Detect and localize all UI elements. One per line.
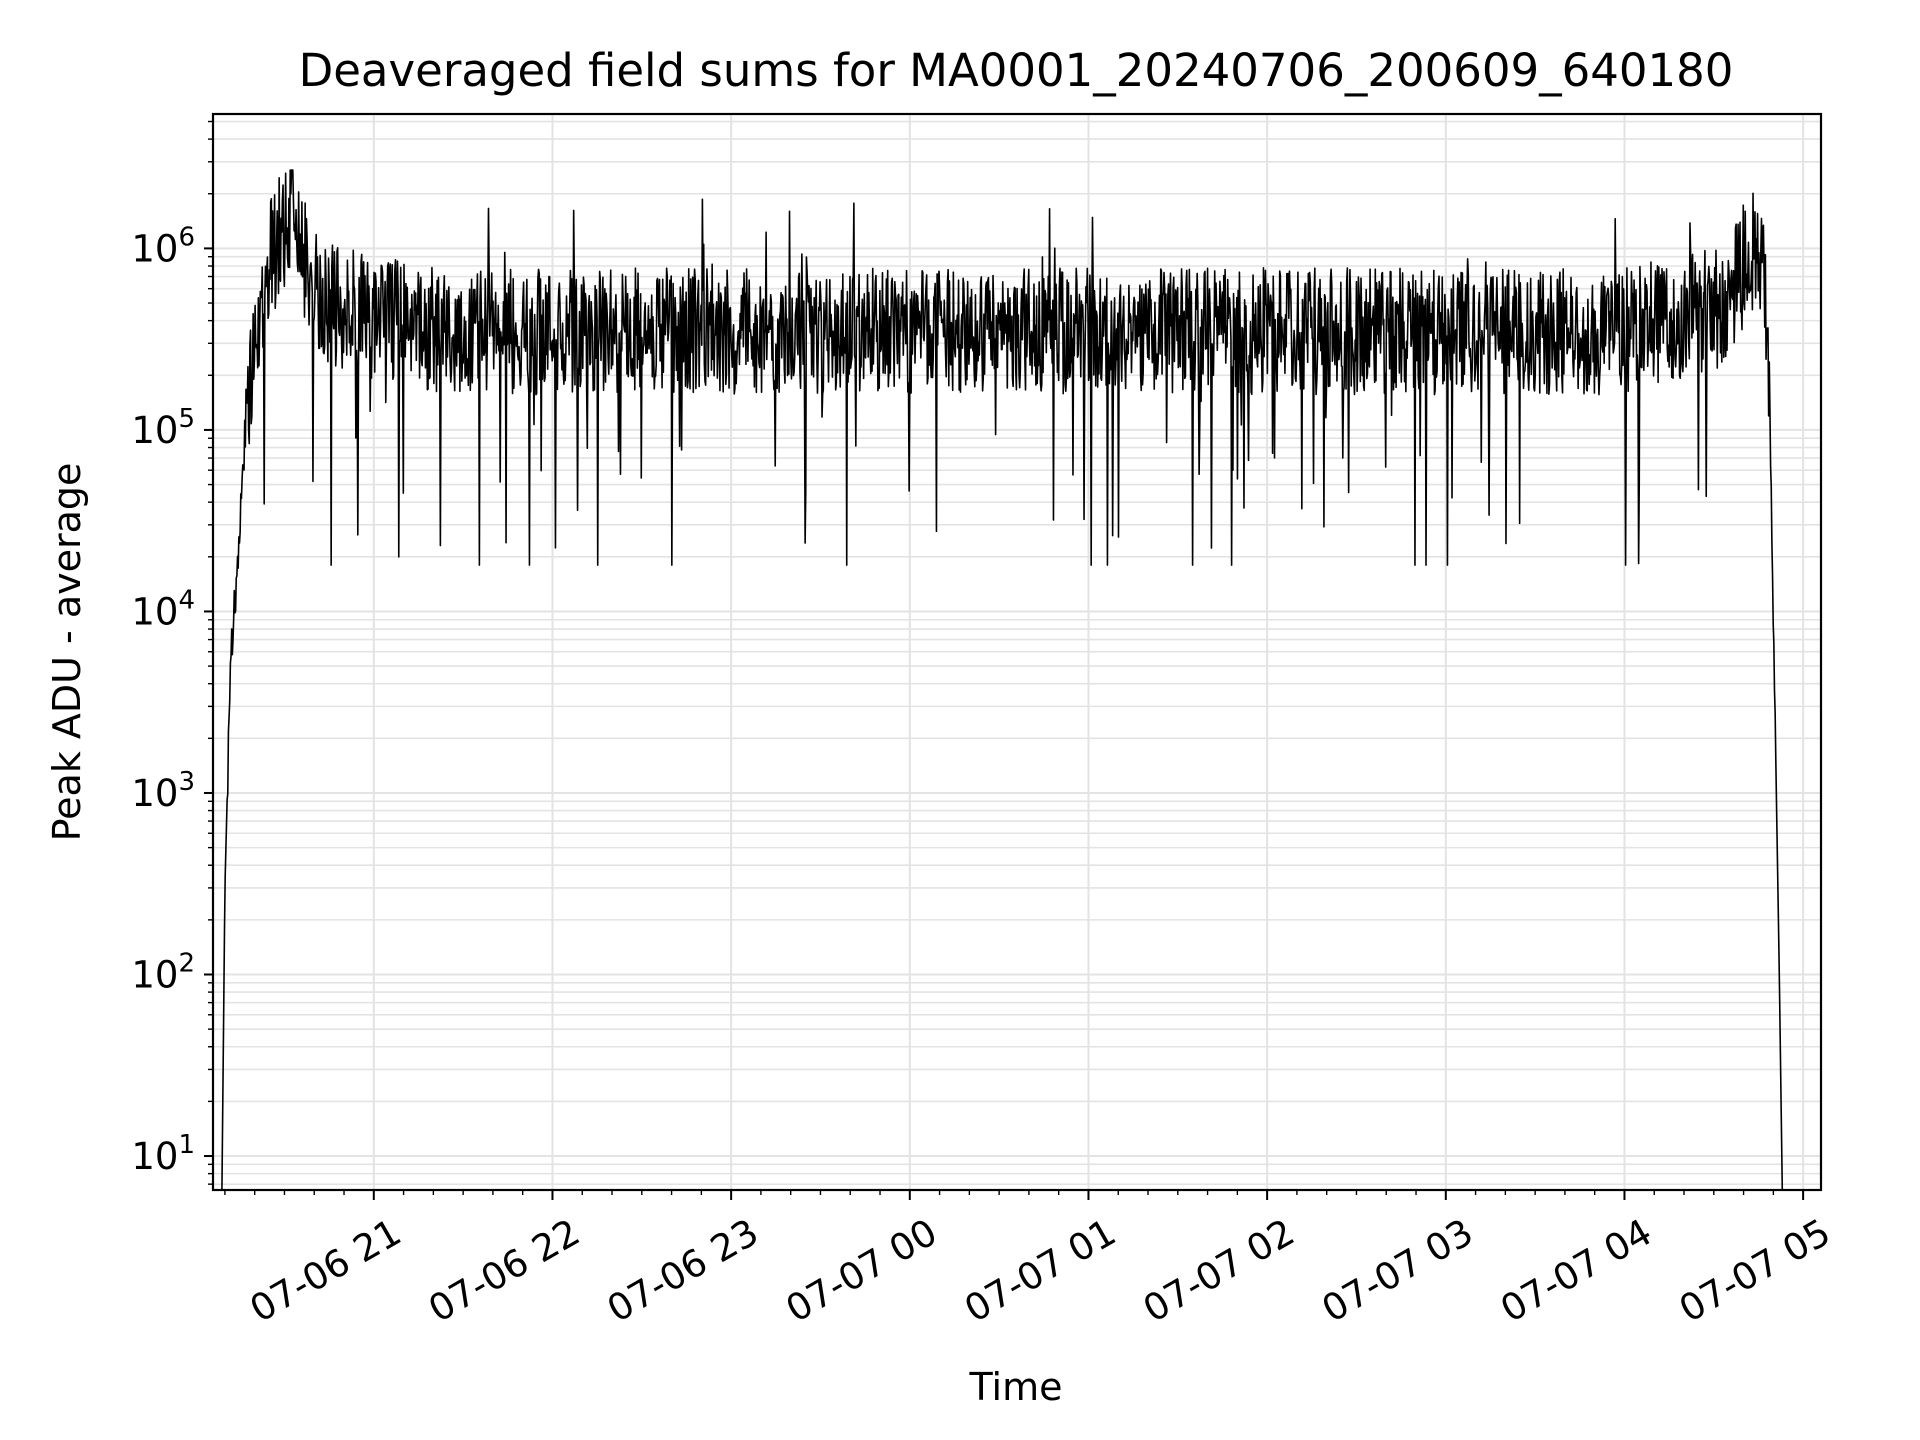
y-tick-base: 10 [131,590,178,633]
chart-title: Deaveraged field sums for MA0001_2024070… [299,44,1734,97]
y-tick-label: 103 [131,767,195,815]
y-tick-base: 10 [131,954,178,997]
y-tick-exponent: 6 [178,222,195,252]
x-axis-label: Time [969,1365,1063,1409]
y-tick-exponent: 4 [178,585,195,615]
y-tick-label: 101 [131,1130,195,1178]
y-tick-label: 102 [131,949,195,997]
y-tick-exponent: 1 [178,1130,195,1160]
y-tick-base: 10 [131,227,178,270]
y-tick-exponent: 3 [178,767,195,797]
y-tick-base: 10 [131,772,178,815]
y-axis-label: Peak ADU - average [45,463,89,842]
y-tick-base: 10 [131,1135,178,1178]
data-layer [221,169,1784,1191]
y-tick-exponent: 2 [178,949,195,979]
series-line [221,169,1784,1191]
y-tick-label: 105 [131,404,195,452]
y-tick-label: 106 [131,222,195,270]
y-tick-label: 104 [131,585,195,633]
y-tick-base: 10 [131,409,178,452]
y-tick-exponent: 5 [178,404,195,434]
grid [213,114,1821,1190]
